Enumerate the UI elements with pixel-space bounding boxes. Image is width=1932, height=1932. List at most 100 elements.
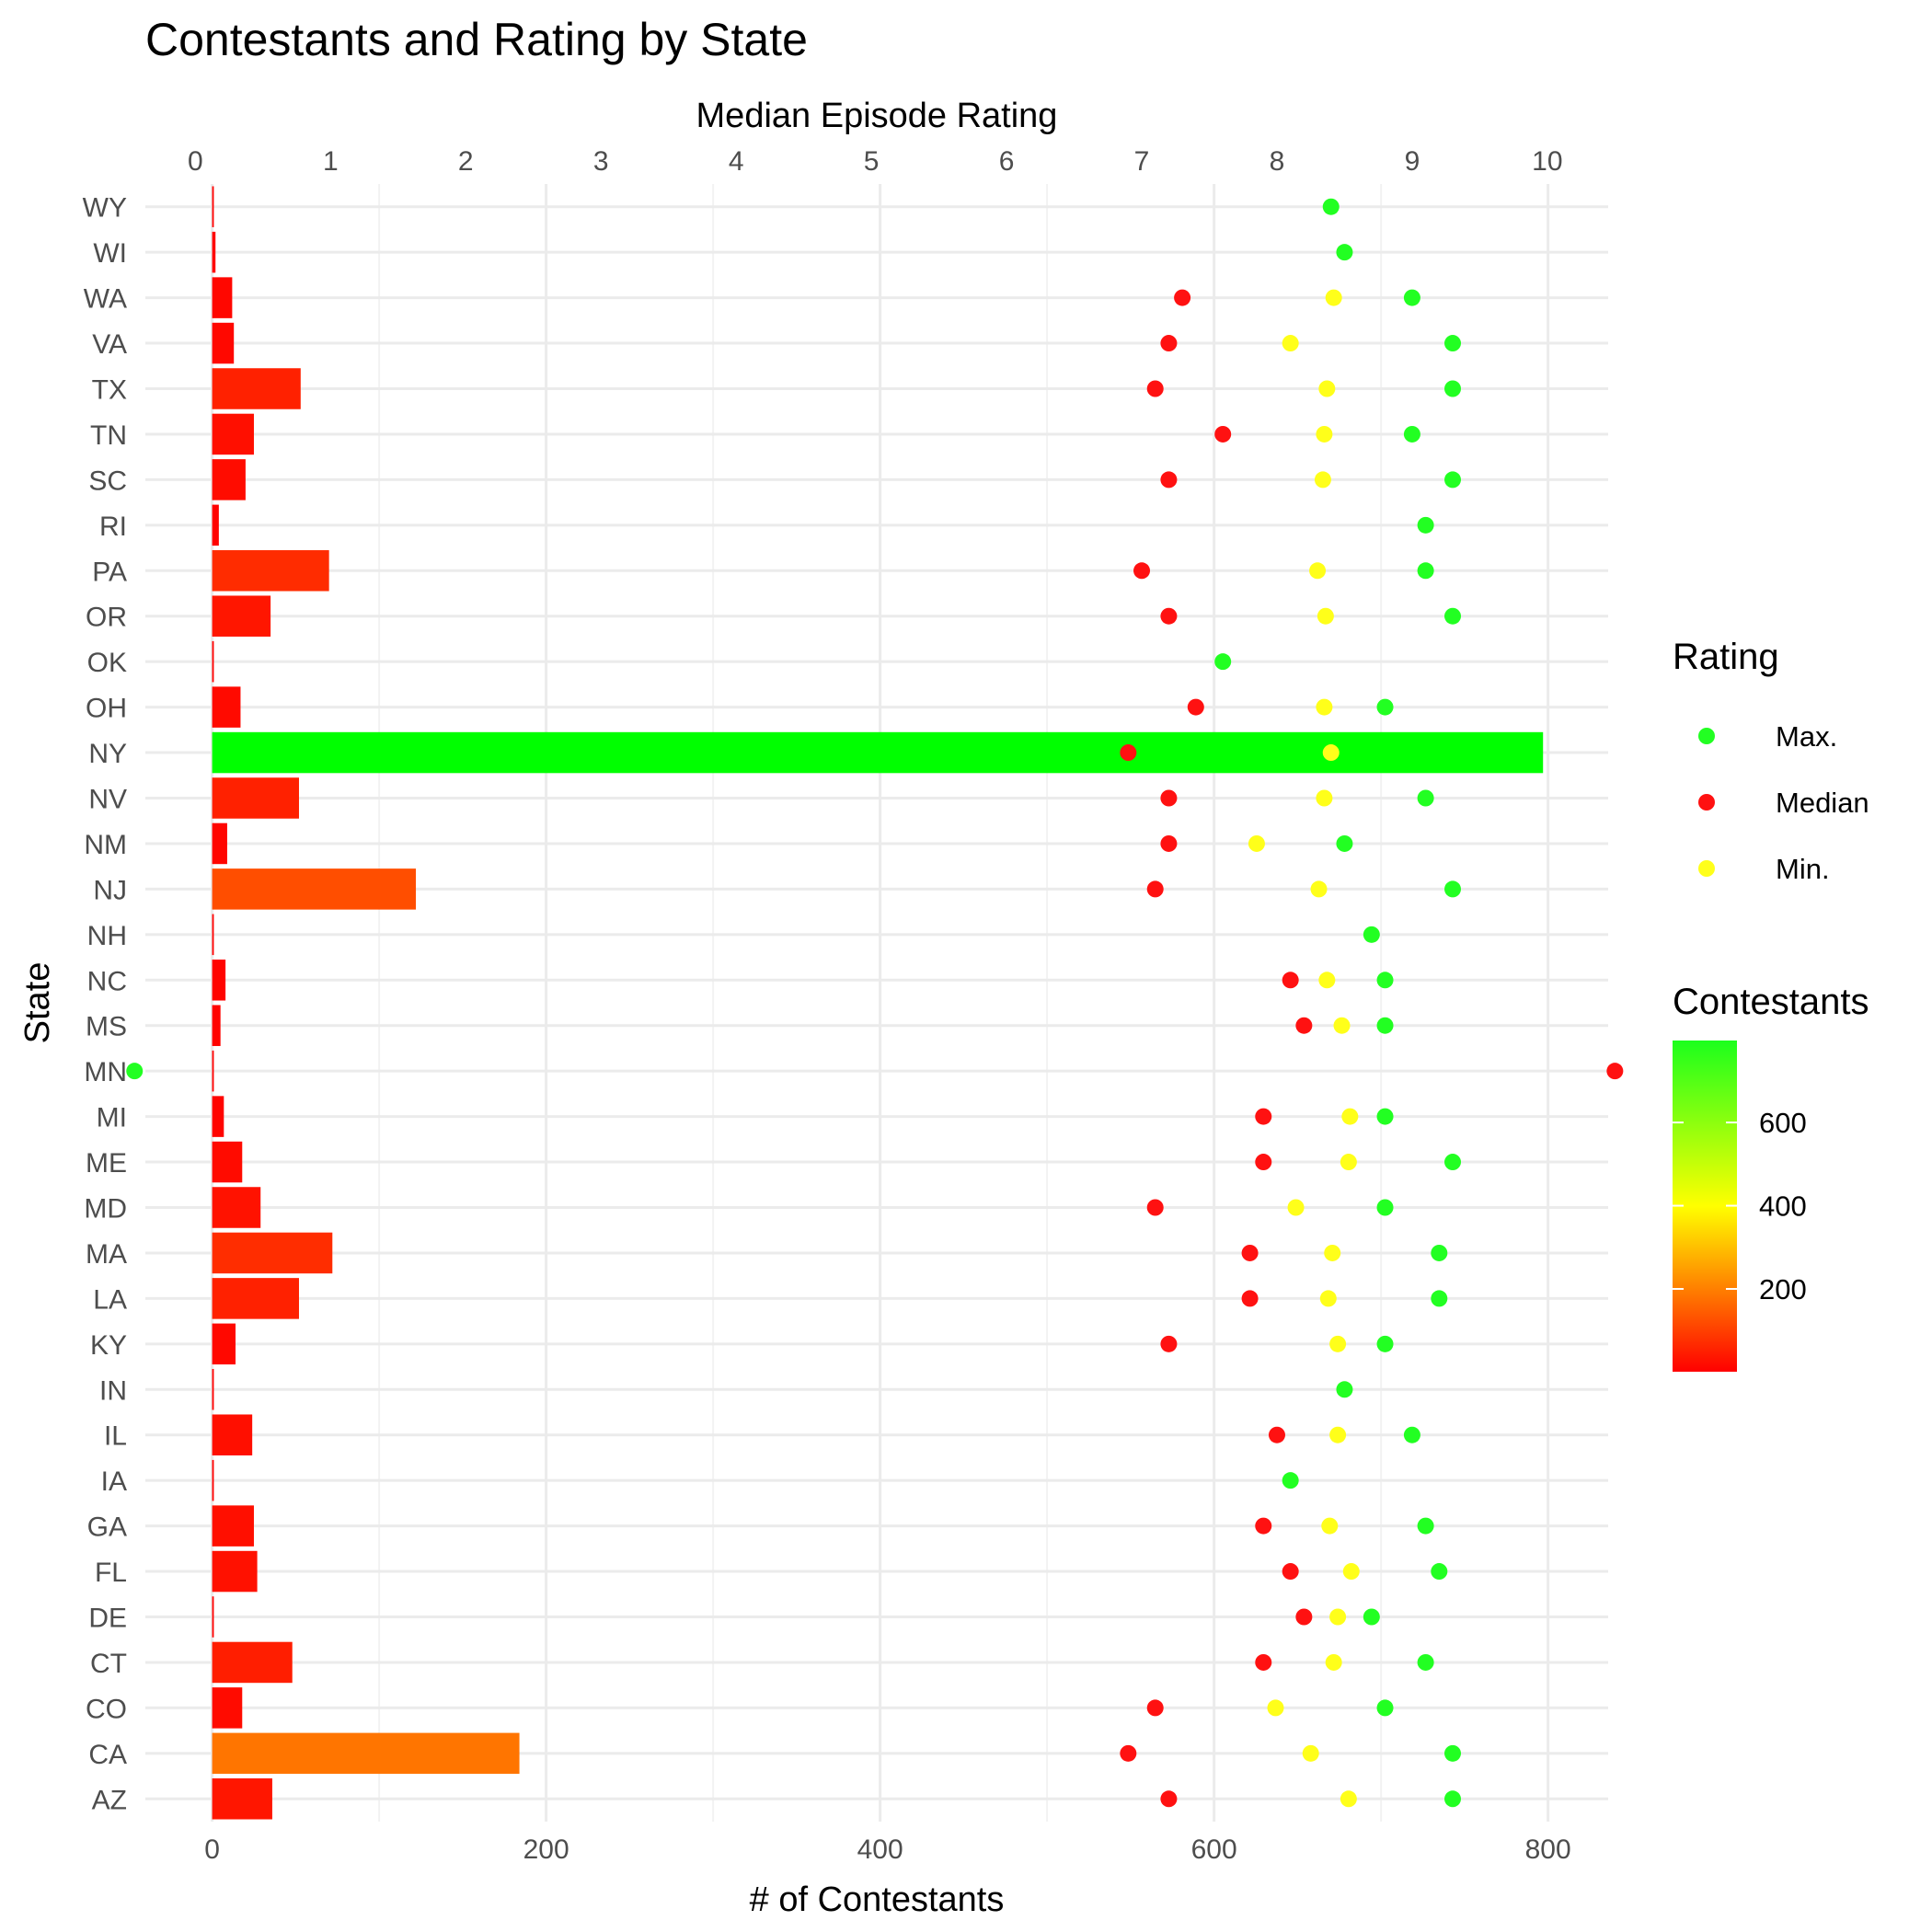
point-max-WY	[1322, 198, 1340, 215]
top-tick-label: 10	[1532, 146, 1562, 177]
bar-IA	[212, 1459, 214, 1501]
y-tick-label: NJ	[93, 875, 127, 905]
point-min-NY	[1322, 744, 1340, 762]
top-tick-label: 9	[1405, 146, 1420, 177]
point-median-MN	[1606, 1063, 1624, 1080]
y-tick-label: OH	[86, 694, 127, 724]
point-median-WA	[1174, 289, 1191, 306]
y-tick-label: NY	[88, 739, 127, 769]
bar-PA	[212, 550, 329, 592]
top-tick-label: 5	[864, 146, 880, 177]
point-median-MI	[1255, 1108, 1272, 1125]
top-tick-label: 2	[458, 146, 474, 177]
point-min-OH	[1316, 698, 1333, 716]
bar-ME	[212, 1141, 243, 1183]
bar-WY	[212, 186, 214, 227]
point-median-NY	[1120, 744, 1137, 762]
point-min-SC	[1314, 471, 1331, 489]
top-tick-label: 0	[188, 146, 203, 177]
point-max-WA	[1403, 289, 1420, 306]
point-max-IL	[1403, 1426, 1420, 1443]
point-max-GA	[1417, 1517, 1434, 1535]
bar-VA	[212, 322, 235, 364]
y-tick-label: CO	[86, 1694, 127, 1724]
y-tick-label: MA	[86, 1239, 127, 1270]
y-tick-label: WI	[93, 238, 127, 269]
point-max-PA	[1417, 562, 1434, 580]
top-tick-label: 1	[323, 146, 339, 177]
point-max-LA	[1431, 1290, 1448, 1307]
point-max-FL	[1431, 1563, 1448, 1581]
point-median-IL	[1268, 1426, 1285, 1443]
x-tick-label: 600	[1191, 1834, 1237, 1865]
y-tick-label: WA	[84, 284, 127, 315]
bar-TN	[212, 413, 254, 455]
point-min-LA	[1319, 1290, 1337, 1307]
point-min-PA	[1309, 562, 1327, 580]
point-min-WA	[1325, 289, 1342, 306]
contestants-legend-title: Contestants	[1673, 982, 1869, 1022]
point-max-IA	[1282, 1472, 1299, 1489]
point-median-OH	[1187, 698, 1204, 716]
chart-title: Contestants and Rating by State	[145, 14, 808, 65]
bar-WA	[212, 277, 233, 318]
point-min-CA	[1302, 1744, 1319, 1762]
y-tick-label: WY	[83, 193, 127, 224]
bar-OR	[212, 595, 271, 637]
point-median-KY	[1160, 1335, 1178, 1352]
point-max-WI	[1336, 244, 1353, 261]
x-tick-label: 800	[1525, 1834, 1571, 1865]
point-max-MN	[126, 1063, 144, 1080]
bar-NC	[212, 960, 226, 1001]
point-max-NM	[1336, 834, 1353, 852]
y-tick-label: CT	[90, 1649, 127, 1679]
rating-legend-title: Rating	[1673, 637, 1779, 677]
y-tick-label: IL	[104, 1421, 127, 1452]
colorbar-tick-label: 400	[1759, 1190, 1807, 1223]
y-tick-label: MD	[84, 1194, 127, 1225]
point-median-NV	[1160, 789, 1178, 807]
point-median-GA	[1255, 1517, 1272, 1535]
bar-MA	[212, 1232, 333, 1274]
bar-MD	[212, 1187, 261, 1228]
bar-TX	[212, 368, 301, 409]
y-tick-label: NH	[87, 921, 127, 951]
point-median-PA	[1133, 562, 1151, 580]
bar-MI	[212, 1096, 224, 1137]
point-median-OR	[1160, 607, 1178, 625]
legend-key-min	[1698, 860, 1715, 877]
point-max-AZ	[1444, 1790, 1462, 1808]
legend-key-median	[1698, 794, 1715, 811]
bar-MS	[212, 1005, 221, 1046]
point-median-MD	[1146, 1199, 1164, 1216]
point-max-CT	[1417, 1653, 1434, 1671]
point-median-CO	[1146, 1699, 1164, 1717]
legend-label: Min.	[1776, 853, 1830, 885]
point-min-KY	[1329, 1335, 1347, 1352]
bar-FL	[212, 1550, 258, 1593]
point-min-NM	[1248, 834, 1265, 852]
point-min-NV	[1316, 789, 1333, 807]
rating-points	[126, 198, 1624, 1808]
y-tick-label: RI	[99, 512, 127, 542]
contestants-legend: Contestants 200 400 600	[1673, 982, 1869, 1372]
bar-KY	[212, 1323, 236, 1365]
legend-label: Max.	[1776, 720, 1837, 753]
point-max-SC	[1444, 471, 1462, 489]
point-max-TN	[1403, 425, 1420, 443]
point-median-MA	[1241, 1244, 1259, 1261]
point-min-TN	[1316, 425, 1333, 443]
legend-key-max	[1698, 728, 1715, 744]
point-min-MI	[1341, 1108, 1359, 1125]
y-tick-label: MS	[86, 1012, 127, 1042]
colorbar-tick-label: 200	[1759, 1273, 1807, 1305]
y-tick-label: MI	[97, 1103, 127, 1133]
y-axis-tick-labels: WY WI WA VA TX TN SC RI PA OR OK OH NY NV NM NJ NH NC MS MN…	[83, 193, 127, 1816]
point-max-DE	[1363, 1608, 1380, 1626]
point-max-MS	[1376, 1017, 1394, 1034]
y-tick-label: NC	[87, 966, 127, 996]
y-tick-label: IA	[101, 1466, 127, 1497]
bar-NV	[212, 777, 299, 819]
bar-WI	[212, 231, 216, 273]
point-min-ME	[1340, 1154, 1357, 1171]
